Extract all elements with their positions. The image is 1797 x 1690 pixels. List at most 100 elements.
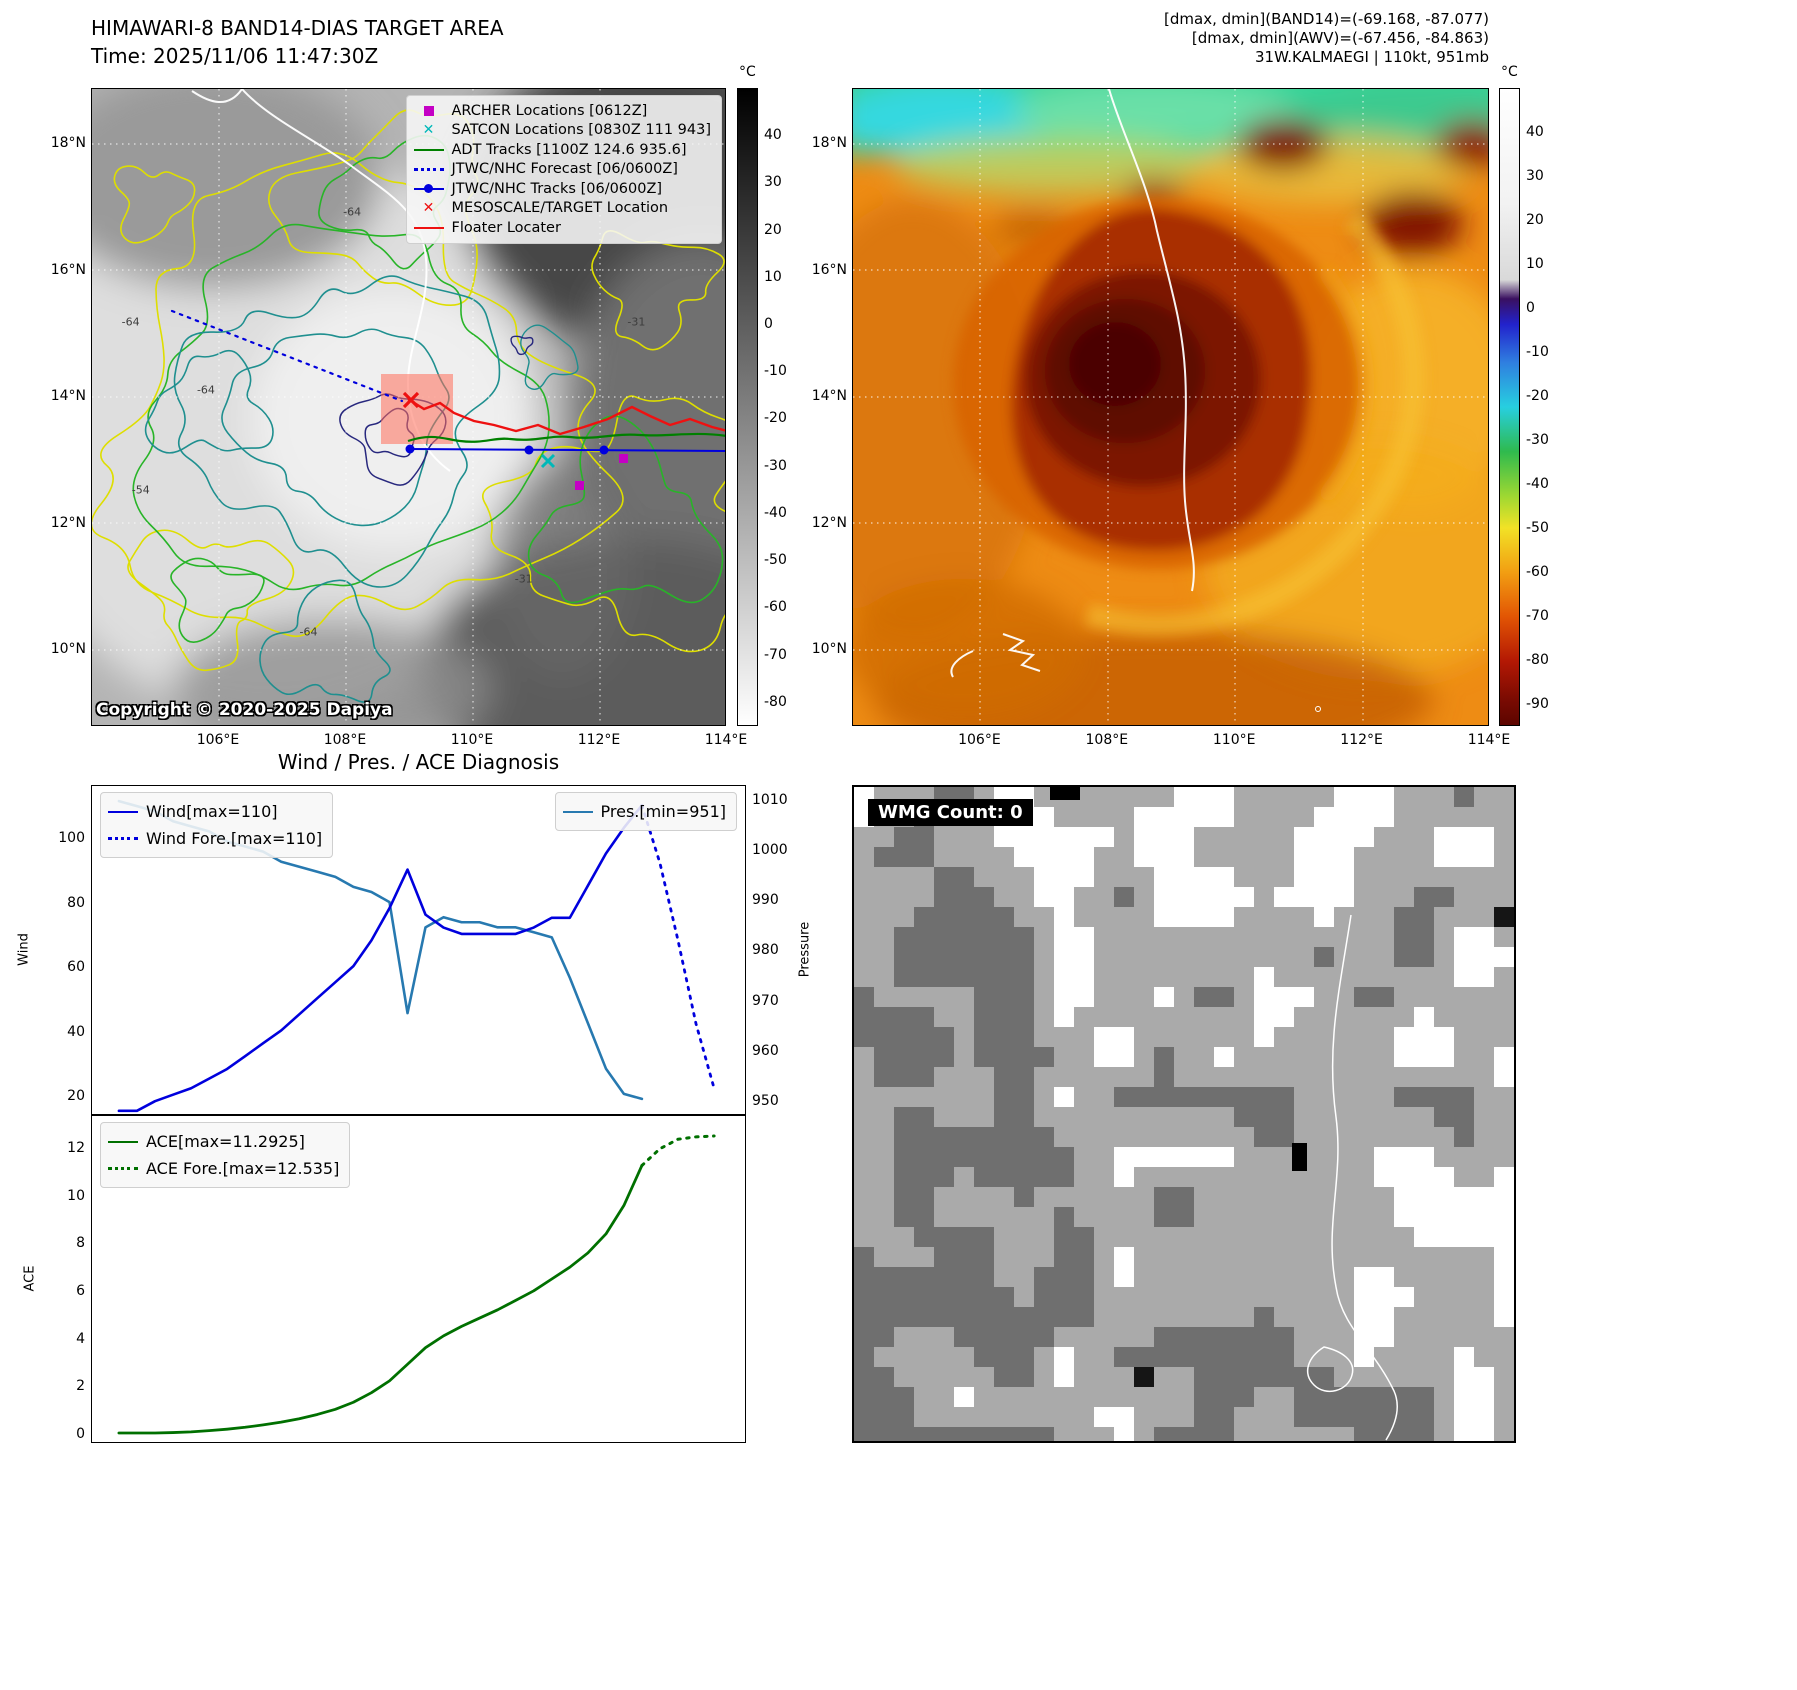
tick-label: 1000	[752, 842, 788, 859]
map-legend: ARCHER Locations [0612Z] ✕ SATCON Location…	[405, 95, 722, 244]
legend-label: Floater Locater	[451, 219, 561, 236]
tick-label: -40	[1526, 476, 1549, 493]
green-line-icon	[413, 148, 445, 151]
tick-label: 14°N	[50, 388, 86, 405]
legend-item: ACE[max=11.2925]	[107, 1128, 339, 1155]
band14-colorbar-ticks: 40 30 20 10 0 -10 -20 -30 -40 -50 -60 -70 -80	[764, 88, 804, 726]
legend-label: ADT Tracks [1100Z 124.6 935.6]	[451, 141, 687, 158]
legend-label: Pres.[min=951]	[600, 802, 726, 821]
band14-time: Time: 2025/11/06 11:47:30Z	[91, 44, 379, 68]
cyan-x-icon: ✕	[422, 122, 435, 139]
tick-label: 80	[67, 894, 85, 911]
coastline	[950, 89, 1195, 678]
tick-label: 0	[764, 316, 773, 333]
tick-label: 18°N	[50, 134, 86, 151]
tick-label: 112°E	[1340, 732, 1383, 748]
tick-label: 18°N	[811, 134, 847, 151]
dmax-dmin-awv: [dmax, dmin](AWV)=(-67.456, -84.863)	[1191, 29, 1489, 47]
wind-series-line	[117, 803, 644, 1113]
tick-label: 970	[752, 992, 779, 1009]
wind-axis-ticks: 100 80 60 40 20	[41, 785, 85, 1115]
legend-item: ACE Fore.[max=12.535]	[107, 1155, 339, 1182]
band14-colorbar-unit: °C	[739, 64, 756, 80]
ace-line-icon	[107, 1140, 139, 1143]
tick-label: -30	[764, 457, 787, 474]
legend-item: Pres.[min=951]	[562, 798, 726, 825]
jtwc-track-point	[524, 445, 534, 455]
adt-track	[407, 432, 725, 443]
storm-id-intensity: 31W.KALMAEGI | 110kt, 951mb	[1255, 48, 1489, 66]
tick-label: 20	[67, 1088, 85, 1105]
tick-label: -80	[764, 693, 787, 710]
tick-label: -10	[1526, 344, 1549, 361]
tick-label: 10°N	[811, 641, 847, 658]
red-x-icon: ✕	[422, 200, 435, 217]
ace-axis-label: ACE	[22, 1265, 38, 1292]
band14-title: HIMAWARI-8 BAND14-DIAS TARGET AREA	[91, 16, 504, 40]
tick-label: 980	[752, 942, 779, 959]
awv-satellite-image	[853, 89, 1488, 725]
tick-label: 20	[764, 221, 782, 238]
island-dot	[1315, 706, 1321, 712]
wmg-count-badge: WMG Count: 0	[868, 799, 1033, 826]
band14-lon-axis: 106°E 108°E 110°E 112°E 114°E	[91, 732, 748, 752]
tick-label: 10	[67, 1187, 85, 1204]
tick-label: 12°N	[811, 514, 847, 531]
tick-label: 12	[67, 1139, 85, 1156]
awv-lon-axis: 106°E 108°E 110°E 112°E 114°E	[852, 732, 1510, 752]
jtwc-track-point	[405, 444, 415, 454]
tick-label: 16°N	[50, 261, 86, 278]
ace-axis-ticks: 12 10 8 6 4 2 0	[41, 1115, 85, 1443]
legend-label: SATCON Locations [0830Z 111 943]	[451, 122, 711, 139]
tick-label: 10°N	[50, 641, 86, 658]
tick-label: -60	[1526, 564, 1549, 581]
tick-label: 10	[1526, 256, 1544, 273]
tick-label: -40	[764, 504, 787, 521]
wind-line-icon	[107, 810, 139, 813]
ace-chart: ACE[max=11.2925] ACE Fore.[max=12.535]	[91, 1115, 746, 1443]
tick-label: -70	[764, 646, 787, 663]
tick-label: -30	[1526, 432, 1549, 449]
tick-label: 112°E	[577, 732, 621, 748]
pres-line-icon	[562, 810, 594, 813]
tick-label: 100	[58, 830, 85, 847]
jtwc-forecast-track	[170, 309, 404, 403]
diagnosis-title: Wind / Pres. / ACE Diagnosis	[277, 750, 560, 774]
legend-item: ARCHER Locations [0612Z]	[413, 101, 711, 121]
legend-label: Wind[max=110]	[146, 802, 278, 821]
tick-label: 4	[76, 1330, 85, 1347]
awv-lat-axis: 18°N 16°N 14°N 12°N 10°N	[801, 88, 847, 726]
wmg-panel: WMG Count: 0	[852, 785, 1516, 1447]
tick-label: -20	[1526, 388, 1549, 405]
archer-square-icon	[575, 481, 584, 490]
target-area-box	[381, 374, 453, 444]
magenta-square-icon	[413, 105, 445, 116]
legend-item: ✕ MESOSCALE/TARGET Location	[413, 199, 711, 219]
tick-label: 40	[764, 127, 782, 144]
legend-item: Floater Locater	[413, 218, 711, 238]
tick-label: -20	[764, 410, 787, 427]
legend-item: Wind Fore.[max=110]	[107, 825, 322, 852]
dmax-dmin-band14: [dmax, dmin](BAND14)=(-69.168, -87.077)	[1164, 10, 1489, 28]
satcon-x-icon	[540, 453, 556, 469]
ace-series-line	[117, 1164, 644, 1435]
wmg-map	[854, 787, 1514, 1447]
pressure-axis-label: Pressure	[797, 921, 813, 978]
legend-label: Wind Fore.[max=110]	[146, 829, 323, 848]
tick-label: -80	[1526, 652, 1549, 669]
jtwc-track-point	[599, 445, 609, 455]
storm-tracks	[170, 309, 725, 490]
tick-label: 108°E	[323, 732, 367, 748]
legend-label: JTWC/NHC Forecast [06/0600Z]	[451, 161, 678, 178]
blue-line-dot-icon	[413, 184, 445, 194]
tick-label: 40	[67, 1023, 85, 1040]
tick-label: 16°N	[811, 261, 847, 278]
tick-label: 10	[764, 268, 782, 285]
tick-label: -50	[764, 552, 787, 569]
legend-item: JTWC/NHC Forecast [06/0600Z]	[413, 160, 711, 180]
wind-axis-label: Wind	[16, 933, 32, 966]
tick-label: 108°E	[1085, 732, 1129, 748]
wind-forecast-line	[640, 803, 716, 1090]
floater-track	[407, 397, 725, 436]
